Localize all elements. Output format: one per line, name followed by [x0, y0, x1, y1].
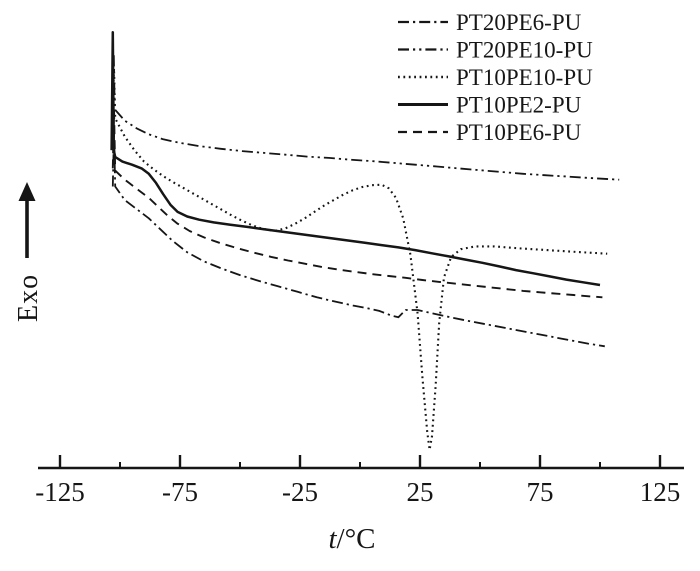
legend-label: PT10PE2-PU — [456, 93, 582, 118]
x-axis-title-unit: /°C — [337, 523, 376, 555]
x-axis: -125 -75 -25 25 75 125 — [35, 455, 684, 507]
x-tick-label: 25 — [407, 477, 434, 507]
exo-arrow-head — [18, 182, 36, 201]
legend-label: PT20PE10-PU — [456, 38, 593, 63]
legend-item: PT10PE6-PU — [398, 120, 582, 145]
series-line-PT10PE6-PU — [111, 108, 603, 299]
x-axis-title: t/°C — [328, 523, 375, 555]
x-tick-label: -75 — [162, 477, 198, 507]
series-line-PT10PE10-PU — [111, 67, 608, 451]
series-line-PT10PE2-PU — [110, 30, 601, 287]
x-tick-label: -25 — [282, 477, 318, 507]
legend-item: PT20PE10-PU — [398, 38, 593, 63]
legend-item: PT10PE10-PU — [398, 65, 593, 90]
x-tick-label: 75 — [527, 477, 554, 507]
y-axis-label-group: Exo — [13, 182, 44, 322]
x-tick-label: 125 — [640, 477, 681, 507]
plot-series — [110, 30, 620, 451]
y-axis-title: Exo — [13, 274, 44, 322]
x-tick-label: -125 — [35, 477, 85, 507]
x-axis-title-symbol: t — [328, 523, 337, 555]
series-line-PT20PE10-PU — [111, 54, 620, 181]
legend-label: PT20PE6-PU — [456, 10, 582, 35]
series-line-PT20PE6-PU — [111, 131, 605, 348]
legend-label: PT10PE6-PU — [456, 120, 582, 145]
legend-item: PT10PE2-PU — [398, 93, 582, 118]
legend-item: PT20PE6-PU — [398, 10, 582, 35]
legend-label: PT10PE10-PU — [456, 65, 593, 90]
